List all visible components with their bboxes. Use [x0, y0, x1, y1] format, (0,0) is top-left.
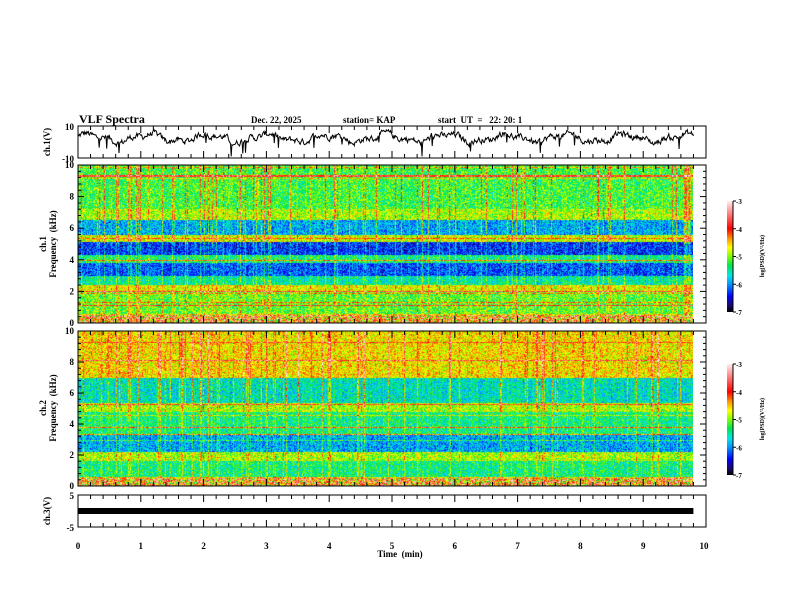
ch3-ylabel: ch.3(V): [42, 497, 52, 525]
xtick-label-6: 6: [453, 541, 458, 551]
xtick-label-10: 10: [700, 541, 710, 551]
date-label: Dec. 22, 2025: [251, 115, 302, 125]
ch2-spec-ylabel-channel: ch.2: [38, 400, 48, 416]
xtick-label-5: 5: [390, 541, 395, 551]
ch3-waveform-panel: 5 -5 ch.3(V): [42, 491, 707, 533]
ch1-colorbar-tick-2: -5: [736, 254, 742, 262]
xtick-label-7: 7: [515, 541, 520, 551]
ch2-spec-ylabel-frequency: Frequency (kHz): [48, 374, 58, 441]
time-axis-ticks: [77, 126, 707, 527]
xtick-label-2: 2: [201, 541, 206, 551]
ch1-colorbar-gradient: [727, 201, 733, 312]
xtick-label-8: 8: [578, 541, 583, 551]
ch1-spectrogram-image: [78, 165, 693, 323]
ch1-spec-ytick-label: 10: [65, 160, 75, 170]
spec1-raster: [78, 165, 693, 323]
ch1-spec-ytick-label: 0: [70, 318, 75, 328]
xtick-label-1: 1: [139, 541, 144, 551]
station-label: station= KAP: [343, 115, 396, 125]
ch1-spec-ytick-label: 2: [70, 286, 75, 296]
ch1-spec-ytick-label: 8: [70, 192, 75, 202]
ch2-spectrogram-image: [78, 331, 693, 486]
ch2-colorbar-tick-3: -6: [736, 444, 742, 452]
ch3-ytick-bottom: -5: [67, 523, 75, 533]
ch2-colorbar-tick-1: -4: [736, 389, 742, 397]
ch1-colorbar-tick-3: -6: [736, 281, 742, 289]
x-axis-title: Time (min): [377, 549, 422, 559]
ch2-colorbar-tick-2: -5: [736, 417, 742, 425]
ch1-spec-ytick-label: 4: [70, 255, 75, 265]
ch2-spec-ytick-label: 2: [70, 450, 75, 460]
ch1-waveform-panel: 10 -10 ch.1(V): [42, 122, 707, 164]
ch1-colorbar-tick-0: -3: [736, 198, 742, 206]
ch2-colorbar-tick-0: -3: [736, 361, 742, 369]
ch2-spectrogram-panel: 0 2 4 6 8 10 ch.2 Frequency (kHz): [38, 326, 707, 491]
ch3-waveform-line: [78, 508, 694, 514]
ch2-spec-ytick-label: 6: [70, 388, 75, 398]
start-time-label: start UT = 22: 20: 1: [438, 115, 523, 125]
ch2-colorbar: -3 -4 -5 -6 -7 log(PSD)(V²/Hz): [727, 361, 766, 480]
xtick-label-9: 9: [641, 541, 646, 551]
ch1-colorbar: -3 -4 -5 -6 -7 log(PSD)(V²/Hz): [727, 198, 766, 317]
ch1-ytick-top: 10: [65, 122, 75, 132]
ch1-spec-ylabel-channel: ch.1: [38, 236, 48, 252]
ch2-spec-ytick-label: 8: [70, 357, 75, 367]
ch3-ytick-top: 5: [70, 491, 75, 501]
ch2-colorbar-gradient: [727, 364, 733, 475]
ch2-spec-ytick-label: 0: [70, 481, 75, 491]
xtick-label-0: 0: [76, 541, 81, 551]
ch1-colorbar-label: log(PSD)(V²/Hz): [759, 235, 766, 277]
ch2-spec-ytick-label: 10: [65, 326, 75, 336]
ch2-colorbar-label: log(PSD)(V²/Hz): [759, 398, 766, 440]
ch1-spectrogram-panel: 0 2 4 6 8 10 ch.1 Frequency (kHz): [38, 160, 707, 328]
ch1-ylabel: ch.1(V): [42, 128, 52, 156]
time-axis-labels: 0 1 2 3 4 5 6 7 8 9 10: [76, 541, 709, 551]
figure-title: VLF Spectra: [79, 112, 145, 126]
ch1-spec-ylabel-frequency: Frequency (kHz): [48, 210, 58, 277]
ch1-colorbar-tick-1: -4: [736, 226, 742, 234]
xtick-label-4: 4: [327, 541, 332, 551]
xtick-label-3: 3: [264, 541, 269, 551]
ch2-spec-ytick-label: 4: [70, 419, 75, 429]
spec2-raster: [78, 331, 693, 486]
ch1-spec-ytick-label: 6: [70, 223, 75, 233]
ch1-waveform-line: [77, 128, 694, 157]
ch2-colorbar-tick-4: -7: [736, 472, 742, 480]
ch1-colorbar-tick-4: -7: [736, 309, 742, 317]
ch1-ytick-bottom: -10: [62, 154, 74, 164]
